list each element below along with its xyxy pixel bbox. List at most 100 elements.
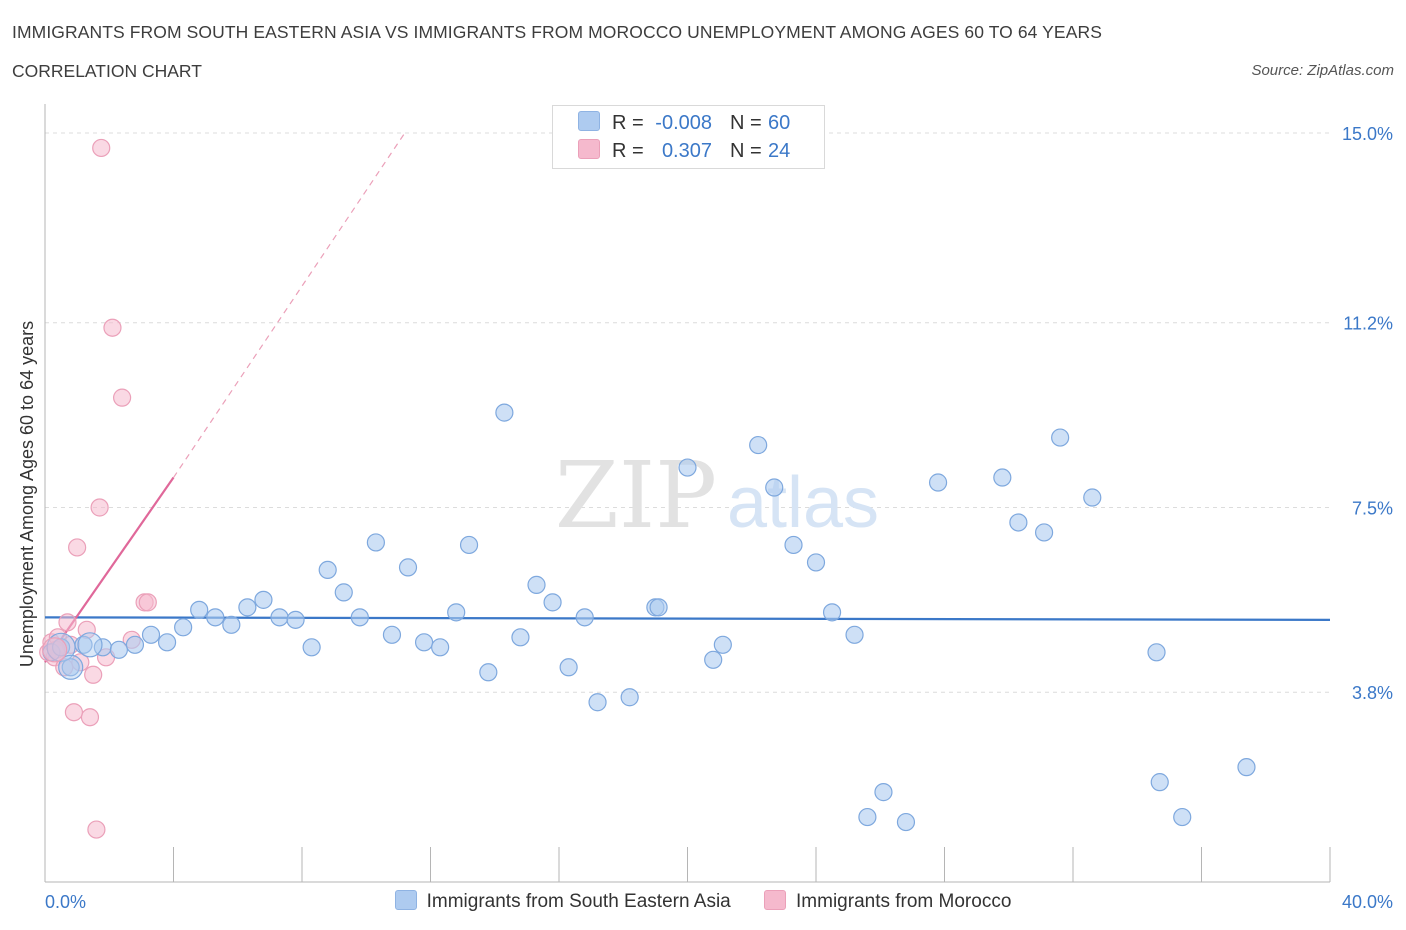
x-tick-label-max: 40.0% — [1342, 892, 1393, 912]
stats-legend: R = -0.008 N = 60 R = 0.307 N = 24 — [552, 105, 825, 169]
data-point-sea — [495, 403, 514, 422]
x-tick-label-min: 0.0% — [45, 892, 86, 912]
data-point-sea — [845, 625, 864, 644]
data-point-sea — [190, 600, 209, 619]
legend-r-label: R = — [612, 140, 644, 162]
legend-swatch-sea — [578, 111, 600, 131]
data-point-morocco — [58, 613, 77, 632]
data-point-morocco — [84, 665, 103, 684]
data-point-sea — [749, 435, 768, 455]
data-point-sea — [858, 807, 877, 827]
chart-title: IMMIGRANTS FROM SOUTH EASTERN ASIA VS IM… — [12, 22, 1102, 42]
data-point-sea — [784, 535, 803, 555]
data-point-sea — [1034, 523, 1054, 542]
data-point-sea — [141, 625, 161, 644]
data-point-sea — [431, 638, 450, 657]
data-point-sea — [302, 638, 321, 657]
data-point-sea — [1051, 428, 1070, 447]
series-legend-label: Immigrants from Morocco — [796, 891, 1012, 912]
data-point-sea — [527, 575, 546, 594]
data-point-morocco — [68, 538, 87, 557]
y-tick-label: 11.2% — [1343, 314, 1393, 334]
legend-r-value: -0.008 — [655, 112, 712, 134]
data-point-sea — [382, 625, 402, 644]
data-point-sea — [928, 473, 948, 492]
data-point-sea — [206, 608, 225, 627]
data-point-sea — [1009, 513, 1028, 532]
data-point-sea — [511, 628, 530, 647]
data-point-sea — [61, 658, 80, 677]
data-point-sea — [543, 593, 562, 612]
legend-n-value: 60 — [768, 112, 791, 134]
legend-n-label: N = — [730, 140, 762, 162]
watermark-zip: ZIP — [555, 442, 717, 549]
data-point-morocco-cluster — [42, 637, 68, 663]
data-point-sea — [896, 812, 916, 832]
data-point-sea — [765, 478, 784, 497]
data-point-sea — [366, 533, 385, 552]
data-point-sea — [588, 693, 607, 712]
series-legend-morocco[interactable]: Immigrants from Morocco — [764, 890, 1011, 913]
data-point-sea — [157, 633, 177, 652]
data-point-sea — [286, 610, 305, 629]
data-point-morocco — [80, 708, 100, 727]
y-tick-label: 3.8% — [1352, 683, 1393, 703]
series-legend-sea[interactable]: Immigrants from South Eastern Asia — [394, 890, 731, 913]
data-point-sea — [222, 615, 241, 634]
data-point-sea — [334, 583, 353, 602]
data-point-sea — [822, 603, 842, 622]
data-point-sea — [993, 468, 1012, 487]
trend-lines — [44, 132, 1331, 663]
data-point-sea — [318, 560, 337, 580]
data-point-sea-cluster — [77, 632, 103, 658]
data-point-sea — [479, 663, 498, 682]
data-point-sea — [806, 553, 826, 572]
data-point-sea — [125, 635, 145, 654]
data-point-morocco — [112, 388, 132, 407]
data-point-sea — [575, 608, 594, 627]
legend-row-sea: R = -0.008 N = 60 — [578, 111, 790, 137]
watermark-atlas: atlas — [727, 463, 879, 543]
data-point-sea — [874, 783, 893, 802]
data-point-morocco — [92, 138, 111, 158]
data-point-sea — [649, 598, 668, 617]
data-point-sea — [1083, 488, 1102, 507]
trend-line-morocco-extension — [173, 132, 406, 478]
data-point-sea — [447, 603, 466, 622]
legend-n-label: N = — [730, 112, 762, 134]
data-point-sea — [350, 608, 369, 627]
data-point-sea — [620, 688, 639, 707]
axes — [44, 104, 1331, 883]
series-swatch-morocco — [764, 890, 787, 910]
data-point-sea — [678, 458, 697, 477]
data-point-morocco — [87, 820, 106, 839]
data-point-sea — [1237, 758, 1256, 777]
data-point-sea — [1150, 773, 1169, 792]
data-point-sea — [713, 635, 732, 654]
trend-line-morocco — [44, 476, 175, 663]
legend-r-value: 0.307 — [661, 140, 712, 162]
y-tick-label: 7.5% — [1352, 498, 1393, 518]
watermark: ZIP atlas — [555, 442, 879, 549]
data-point-sea — [398, 558, 418, 577]
data-point-sea — [459, 535, 479, 555]
data-point-sea — [238, 598, 257, 617]
legend-n-value: 24 — [768, 140, 791, 162]
data-point-sea — [1147, 643, 1166, 662]
legend-row-morocco: R = 0.307 N = 24 — [578, 139, 790, 165]
data-point-morocco — [90, 498, 109, 517]
trend-line-sea — [44, 616, 1331, 621]
legend-r-label: R = — [612, 112, 644, 134]
y-tick-label: 15.0% — [1342, 124, 1393, 144]
data-point-sea — [254, 590, 273, 609]
data-point-sea — [704, 650, 723, 669]
series-swatch-sea — [394, 890, 417, 910]
y-axis-label: Unemployment Among Ages 60 to 64 years — [17, 321, 37, 667]
series-legend: Immigrants from South Eastern Asia Immig… — [0, 890, 1406, 913]
chart-subtitle: CORRELATION CHART — [12, 61, 202, 81]
data-point-morocco — [103, 318, 122, 337]
series-legend-label: Immigrants from South Eastern Asia — [426, 891, 731, 912]
data-point-morocco — [64, 703, 84, 722]
data-point-sea — [1173, 807, 1192, 827]
